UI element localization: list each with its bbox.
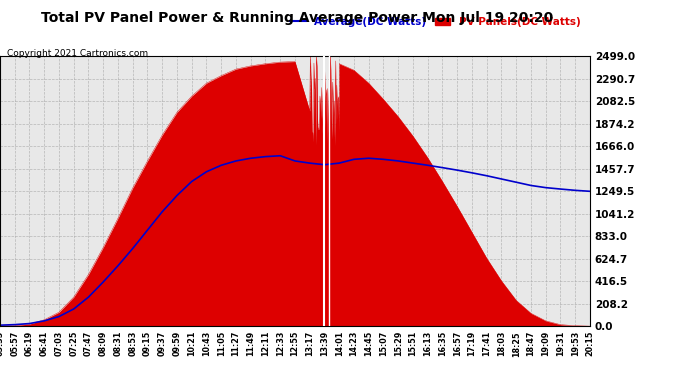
Text: Total PV Panel Power & Running Average Power Mon Jul 19 20:20: Total PV Panel Power & Running Average P… [41,11,553,25]
Text: Copyright 2021 Cartronics.com: Copyright 2021 Cartronics.com [7,49,148,58]
Legend: Average(DC Watts), PV Panels(DC Watts): Average(DC Watts), PV Panels(DC Watts) [286,13,584,31]
